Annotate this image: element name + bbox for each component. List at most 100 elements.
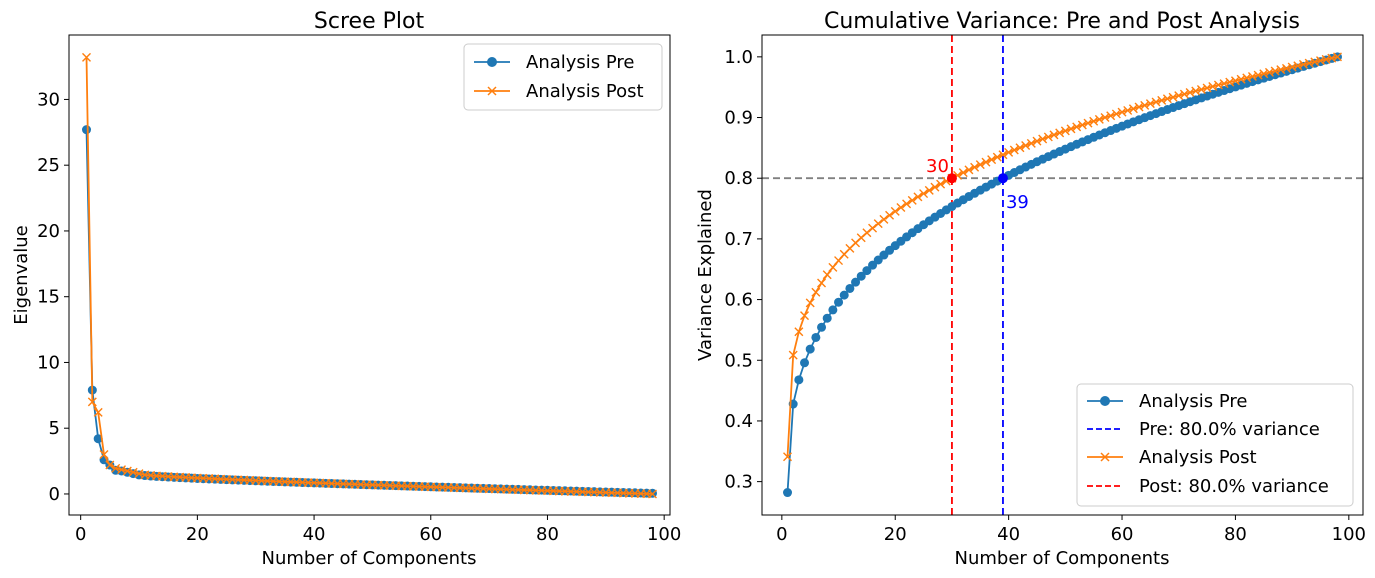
x-tick-label: 60 [1111, 524, 1134, 545]
data-point [1106, 111, 1116, 121]
data-point [99, 450, 109, 460]
data-point [82, 52, 91, 62]
data-point [970, 162, 980, 172]
scree-legend-post-label: Analysis Post [526, 81, 644, 102]
x-tick-label: 40 [303, 524, 326, 545]
data-point [811, 332, 821, 342]
data-point [834, 297, 844, 307]
data-point [811, 287, 821, 297]
y-tick-label: 0.4 [724, 411, 753, 432]
data-point [913, 192, 923, 202]
scree-pre-markers [82, 125, 657, 498]
data-point [1111, 109, 1121, 119]
data-point [992, 152, 1002, 162]
data-point [1196, 84, 1206, 94]
data-point [902, 199, 912, 209]
scree-legend-pre-label: Analysis Pre [526, 52, 635, 73]
cumulative-xlabel: Number of Components [955, 548, 1170, 569]
data-point [1066, 124, 1076, 134]
data-point [896, 203, 906, 213]
data-point [1100, 113, 1110, 123]
scree-xlabel: Number of Components [262, 548, 477, 569]
data-point [1049, 130, 1059, 140]
data-point [800, 358, 810, 368]
y-tick-label: 5 [49, 418, 60, 439]
data-point [1202, 83, 1212, 93]
data-point [828, 262, 838, 272]
y-tick-label: 0 [49, 484, 60, 505]
scree-chart: Scree Plot 0 20 40 60 80 100 0 5 10 15 20 25 30 Numb… [11, 9, 681, 569]
data-point [1230, 76, 1240, 86]
data-point [1185, 88, 1195, 98]
data-point [1021, 141, 1031, 151]
data-point [862, 266, 872, 276]
x-tick-label: 80 [1224, 524, 1247, 545]
data-point [851, 277, 861, 287]
data-point [1043, 132, 1053, 142]
data-point [964, 165, 974, 175]
data-point [1219, 79, 1229, 89]
x-tick-label: 100 [1332, 524, 1366, 545]
data-point [1083, 118, 1093, 128]
data-point [1072, 122, 1082, 132]
pre-threshold-label: 39 [1006, 192, 1029, 213]
x-tick-label: 80 [536, 524, 559, 545]
data-point [783, 452, 793, 462]
y-tick-label: 25 [37, 155, 60, 176]
data-point [987, 155, 997, 165]
data-point [1191, 86, 1201, 96]
data-point [1242, 73, 1252, 83]
data-point [839, 290, 849, 300]
scree-ticks: 0 20 40 60 80 100 0 5 10 15 20 25 30 [37, 89, 681, 545]
y-tick-label: 0.6 [724, 290, 753, 311]
cumulative-ylabel: Variance Explained [695, 189, 716, 361]
scree-legend-post-marker [487, 86, 497, 96]
scree-legend-pre-marker [487, 57, 497, 67]
data-point [868, 223, 878, 233]
scree-legend-box [463, 43, 663, 111]
y-tick-label: 15 [37, 287, 60, 308]
data-point [862, 228, 872, 238]
data-point [805, 344, 815, 354]
x-tick-label: 0 [776, 524, 787, 545]
y-tick-label: 1.0 [724, 47, 753, 68]
post-threshold-label: 30 [926, 156, 949, 177]
y-tick-label: 10 [37, 352, 60, 373]
data-point [93, 434, 103, 444]
cumulative-legend-pre-vline-label: Pre: 80.0% variance [1139, 419, 1320, 440]
data-point [93, 407, 103, 417]
data-point [845, 283, 855, 293]
data-point [1026, 138, 1036, 148]
scree-post-line [85, 57, 653, 495]
scree-legend: Analysis Pre Analysis Post [463, 43, 663, 111]
data-point [1089, 116, 1099, 126]
data-point [1332, 52, 1342, 62]
cumulative-chart: Cumulative Variance: Pre and Post Analys… [695, 9, 1366, 569]
data-point [879, 214, 889, 224]
y-tick-label: 0.7 [724, 229, 753, 250]
x-tick-label: 20 [186, 524, 209, 545]
scree-post-markers [82, 52, 657, 499]
data-point [1179, 89, 1189, 99]
data-point [919, 189, 929, 199]
y-tick-label: 0.8 [724, 168, 753, 189]
data-point [794, 375, 804, 385]
cumulative-legend-post-vline-label: Post: 80.0% variance [1139, 476, 1329, 497]
x-tick-label: 100 [647, 524, 681, 545]
data-point [1247, 71, 1257, 81]
data-point [1060, 126, 1070, 136]
cumulative-pre-markers [783, 52, 1342, 498]
data-point [1015, 143, 1025, 153]
data-point [930, 182, 940, 192]
scree-ylabel: Eigenvalue [11, 225, 32, 324]
data-point [1270, 66, 1280, 76]
cumulative-legend-box [1076, 383, 1354, 507]
cumulative-plot-area: 39 30 [762, 35, 1363, 515]
y-tick-label: 0.9 [724, 108, 753, 129]
cumulative-legend-pre-marker [1100, 396, 1110, 406]
cumulative-legend-pre-label: Analysis Pre [1139, 391, 1248, 412]
data-point [794, 327, 804, 337]
data-point [1077, 120, 1087, 130]
data-point [822, 313, 832, 323]
